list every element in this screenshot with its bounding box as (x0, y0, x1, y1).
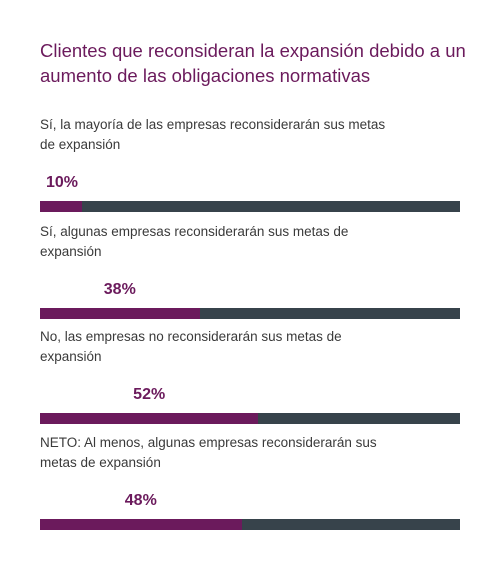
bar-track (40, 308, 460, 319)
bar-track (40, 519, 460, 530)
category-label: NETO: Al menos, algunas empresas reconsi… (40, 435, 377, 470)
category-label: No, las empresas no reconsiderarán sus m… (40, 329, 342, 364)
bar-fill (40, 201, 82, 212)
chart-title: Clientes que reconsideran la expansión d… (40, 40, 466, 86)
bar-item: No, las empresas no reconsiderarán sus m… (40, 327, 460, 427)
bar-item: Sí, la mayoría de las empresas reconside… (40, 115, 460, 215)
bar-item: NETO: Al menos, algunas empresas reconsi… (40, 433, 460, 533)
value-label: 48% (124, 492, 157, 509)
bar-track (40, 201, 460, 212)
bar-fill (40, 413, 259, 424)
value-label: 52% (133, 386, 166, 403)
category-label: Sí, la mayoría de las empresas reconside… (40, 117, 386, 152)
value-label: 38% (103, 281, 136, 298)
bar-fill (40, 308, 200, 319)
bar-track (40, 413, 460, 424)
bar-fill (40, 519, 242, 530)
category-label: Sí, algunas empresas reconsiderarán sus … (40, 224, 349, 259)
bar-item: Sí, algunas empresas reconsiderarán sus … (40, 222, 460, 322)
value-label: 10% (45, 174, 79, 191)
